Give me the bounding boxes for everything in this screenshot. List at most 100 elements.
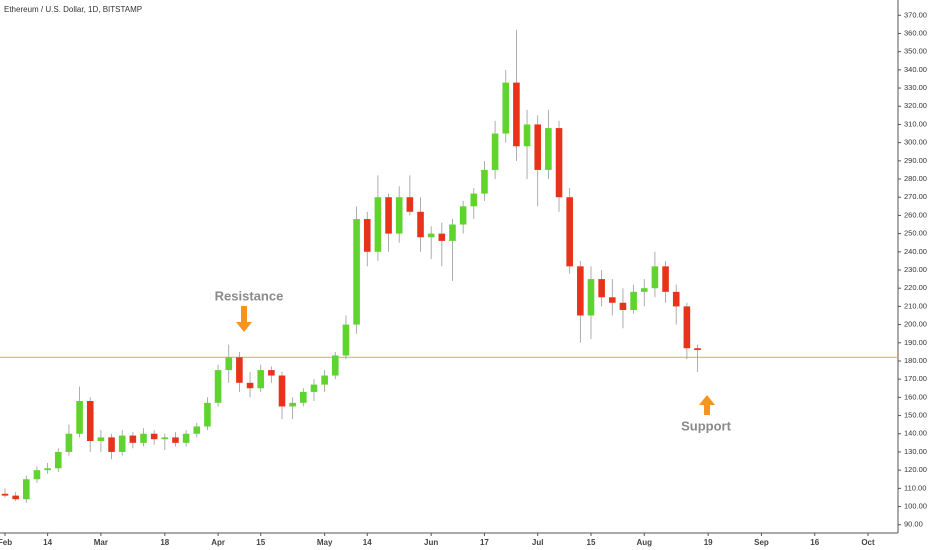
y-tick-label: 190.00 xyxy=(904,338,927,347)
candle-body xyxy=(502,82,510,134)
y-tick-label: 330.00 xyxy=(904,83,927,92)
up-arrow xyxy=(699,395,715,415)
candle-body xyxy=(225,357,233,371)
candle-body xyxy=(300,391,307,403)
candle-body xyxy=(214,370,222,403)
candle-body xyxy=(417,211,424,238)
y-tick-label: 250.00 xyxy=(904,229,927,238)
candle-body xyxy=(236,357,243,383)
chart-title: Ethereum / U.S. Dollar, 1D, BITSTAMP xyxy=(4,5,142,14)
candle-body xyxy=(406,197,414,212)
x-tick-label: Sep xyxy=(754,538,769,547)
candle-body xyxy=(385,197,392,234)
candle-body xyxy=(640,288,648,292)
y-tick-label: 280.00 xyxy=(904,174,927,183)
y-tick-label: 270.00 xyxy=(904,192,927,201)
x-tick-label: Oct xyxy=(861,538,875,547)
down-arrow xyxy=(236,306,252,332)
y-tick-label: 290.00 xyxy=(904,156,927,165)
candle-body xyxy=(470,193,478,207)
candle-body xyxy=(118,435,126,452)
candle-body xyxy=(161,437,169,440)
candle-body xyxy=(619,302,627,311)
candle-body xyxy=(12,495,19,500)
candle-body xyxy=(523,124,531,147)
y-tick-label: 110.00 xyxy=(904,483,926,492)
candle-body xyxy=(353,219,360,325)
y-tick-label: 320.00 xyxy=(904,101,927,110)
candle-body xyxy=(65,433,73,452)
candle-body xyxy=(108,437,115,452)
candle-body xyxy=(363,219,371,252)
candle-body xyxy=(459,206,467,225)
candle-body xyxy=(204,402,211,427)
x-tick-label: 15 xyxy=(256,538,265,547)
y-tick-label: 140.00 xyxy=(904,429,927,438)
x-tick-label: Apr xyxy=(211,538,225,547)
x-tick-label: 18 xyxy=(160,538,169,547)
y-tick-label: 230.00 xyxy=(904,265,927,274)
candle-body xyxy=(651,266,659,289)
candle-body xyxy=(566,197,573,267)
candle-body xyxy=(481,169,488,194)
candle-body xyxy=(97,437,105,442)
candle-body xyxy=(513,82,520,147)
y-tick-label: 360.00 xyxy=(904,28,927,37)
candle-body xyxy=(140,433,147,443)
candle-body xyxy=(672,291,680,307)
candle-body xyxy=(129,435,137,443)
candle-body xyxy=(438,233,446,241)
x-tick-label: 14 xyxy=(43,538,52,547)
y-tick-label: 340.00 xyxy=(904,65,927,74)
candle-body xyxy=(257,370,265,389)
candle-body xyxy=(598,279,605,298)
candle-body xyxy=(331,355,339,376)
candle-body xyxy=(86,401,94,442)
candle-body xyxy=(374,197,382,252)
candle-body xyxy=(587,279,595,316)
y-tick-label: 350.00 xyxy=(904,47,927,56)
candle-body xyxy=(342,324,350,356)
y-tick-label: 310.00 xyxy=(904,119,927,128)
candle-body xyxy=(395,197,403,234)
candle-body xyxy=(683,306,691,349)
annotation: Support xyxy=(681,418,731,433)
annotation: Resistance xyxy=(215,288,284,303)
y-tick-label: 150.00 xyxy=(904,411,927,420)
x-tick-label: May xyxy=(317,538,333,547)
candle-body xyxy=(491,133,499,170)
y-tick-label: 220.00 xyxy=(904,283,927,292)
y-tick-label: 210.00 xyxy=(904,301,927,310)
y-tick-label: 180.00 xyxy=(904,356,927,365)
candle-body xyxy=(534,124,542,170)
candle-body xyxy=(289,402,296,407)
x-tick-label: 15 xyxy=(587,538,596,547)
x-tick-label: 14 xyxy=(363,538,372,547)
candle-body xyxy=(246,382,254,389)
y-tick-label: 370.00 xyxy=(904,10,927,19)
x-tick-label: 19 xyxy=(704,538,713,547)
candle-body xyxy=(268,370,275,376)
y-tick-label: 200.00 xyxy=(904,320,927,329)
y-tick-label: 170.00 xyxy=(904,374,927,383)
candle-body xyxy=(662,266,669,292)
y-tick-label: 90.00 xyxy=(904,520,923,529)
y-tick-label: 120.00 xyxy=(904,465,927,474)
candle-body xyxy=(193,426,201,434)
candle-body xyxy=(630,291,637,311)
candle-body xyxy=(427,233,435,238)
candle-body xyxy=(172,437,179,443)
candle-body xyxy=(54,451,62,469)
candle-body xyxy=(555,128,563,198)
candle-body xyxy=(545,128,552,170)
y-tick-label: 300.00 xyxy=(904,138,927,147)
y-tick-label: 260.00 xyxy=(904,210,927,219)
candle-body xyxy=(278,375,286,407)
x-tick-label: Aug xyxy=(636,538,652,547)
candle-body xyxy=(310,384,318,392)
y-tick-label: 160.00 xyxy=(904,392,927,401)
x-tick-label: 16 xyxy=(810,538,819,547)
y-tick-label: 240.00 xyxy=(904,247,927,256)
